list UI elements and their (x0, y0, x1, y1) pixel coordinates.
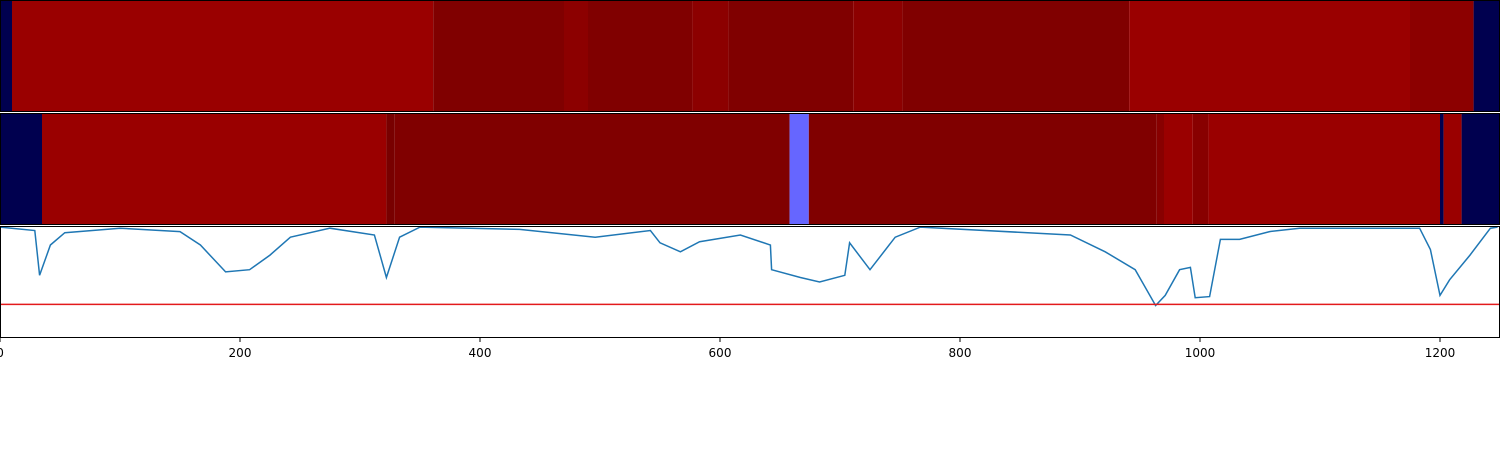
strip-cell (1443, 113, 1462, 225)
strip-cell (1164, 113, 1193, 225)
strip-cell (728, 0, 854, 112)
line-series (0, 226, 1498, 307)
x-tick-label: 600 (709, 346, 732, 360)
strip-cell (1440, 113, 1444, 225)
strip-cell (394, 113, 790, 225)
strip-cell (12, 0, 434, 112)
strip-cell (588, 0, 693, 112)
x-tick-label: 800 (949, 346, 972, 360)
strip-cell (1156, 113, 1164, 225)
x-tick-label: 0 (0, 346, 4, 360)
x-tick-label: 1200 (1425, 346, 1456, 360)
strip-cell (1192, 113, 1209, 225)
strip-cell (1473, 0, 1500, 112)
strip-cell (1208, 113, 1440, 225)
strip-cell (386, 113, 395, 225)
strip-cell (564, 0, 588, 112)
strip-cell (853, 0, 903, 112)
x-tick-label: 1000 (1185, 346, 1216, 360)
strip-cell (42, 113, 387, 225)
strip-cell (1129, 0, 1410, 112)
strip-cell (902, 0, 1130, 112)
plot-frame (0, 226, 1500, 338)
strip-cell (692, 0, 729, 112)
strip-cell (1410, 0, 1474, 112)
strip-cell (433, 0, 564, 112)
x-tick-label: 400 (469, 346, 492, 360)
strip-cell (0, 0, 12, 112)
strip-cell (0, 113, 42, 225)
x-tick-label: 200 (229, 346, 252, 360)
strip-cell (789, 113, 809, 225)
strip-cell (1461, 113, 1500, 225)
strip-cell (808, 113, 1157, 225)
